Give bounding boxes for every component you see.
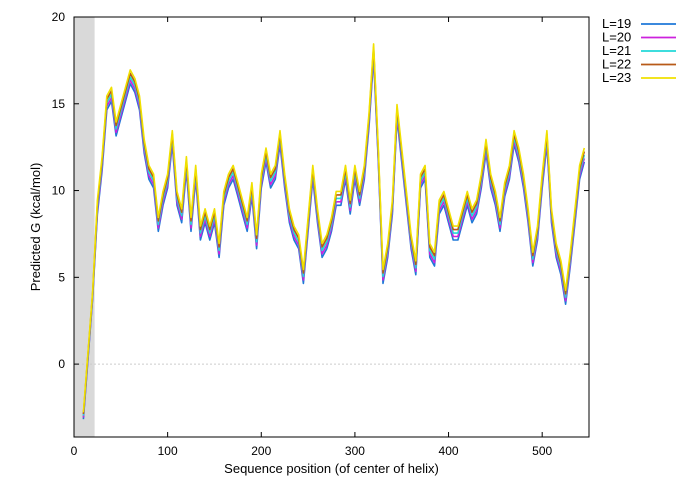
series-line-l-20 (82, 53, 586, 418)
x-tick-label: 500 (532, 444, 552, 458)
series-line-l-23 (82, 43, 586, 413)
series-layer (82, 43, 586, 420)
legend-label: L=21 (602, 43, 631, 58)
legend-label: L=20 (602, 30, 631, 45)
x-tick-label: 400 (439, 444, 459, 458)
legend: L=19L=20L=21L=22L=23 (602, 16, 676, 85)
legend-label: L=19 (602, 16, 631, 31)
x-axis-label: Sequence position (of center of helix) (224, 461, 439, 476)
ticks-layer: 0 100 200 300 400 500 0 5 10 15 20 (52, 10, 589, 458)
y-axis-label: Predicted G (kcal/mol) (28, 163, 43, 292)
x-tick-label: 100 (158, 444, 178, 458)
y-tick-label: 0 (58, 357, 65, 371)
legend-label: L=23 (602, 70, 631, 85)
series-line-l-19 (82, 56, 586, 420)
x-tick-label: 300 (345, 444, 365, 458)
y-tick-label: 20 (52, 10, 66, 24)
y-tick-label: 5 (58, 270, 65, 284)
y-tick-label: 15 (52, 97, 66, 111)
x-tick-label: 0 (71, 444, 78, 458)
x-tick-label: 200 (251, 444, 271, 458)
y-tick-label: 10 (52, 184, 66, 198)
plot-frame (73, 16, 590, 438)
shaded-region (74, 17, 95, 437)
series-line-l-21 (82, 49, 586, 416)
legend-label: L=22 (602, 57, 631, 72)
